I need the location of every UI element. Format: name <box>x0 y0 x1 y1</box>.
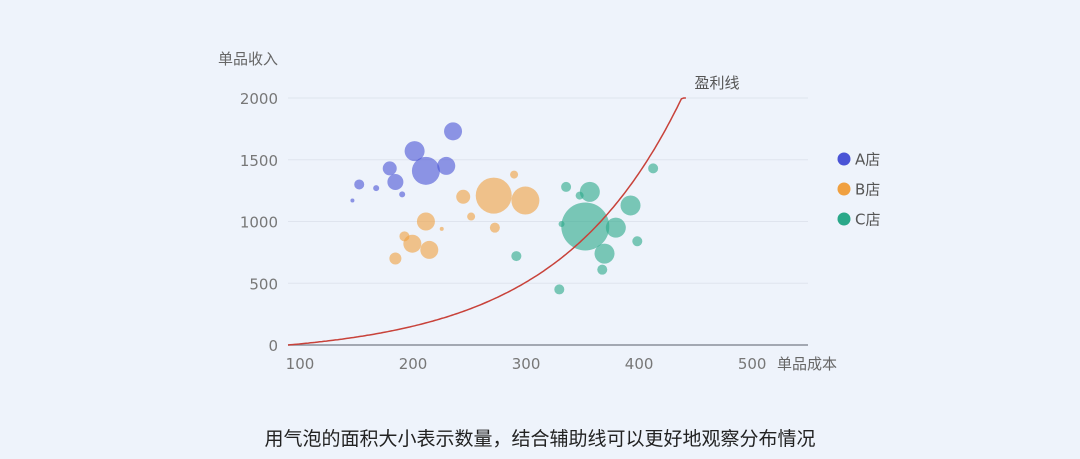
bubble-c <box>554 284 565 295</box>
profit-line-label: 盈利线 <box>694 74 739 92</box>
bubble-b <box>439 226 444 231</box>
x-tick-label: 400 <box>625 355 654 373</box>
x-axis-label: 单品成本 <box>777 355 837 373</box>
legend-label: C店 <box>855 211 880 229</box>
bubble-b <box>456 189 471 204</box>
bubble-b <box>475 177 512 214</box>
x-tick-label: 500 <box>738 355 767 373</box>
y-tick-label: 1500 <box>240 152 278 170</box>
chart-caption: 用气泡的面积大小表示数量，结合辅助线可以更好地观察分布情况 <box>264 428 816 450</box>
bubble-b <box>420 240 439 259</box>
profit-line <box>287 97 686 346</box>
bubble-a <box>444 122 463 141</box>
bubble-c <box>620 195 641 216</box>
bubble-b <box>511 186 540 215</box>
bubble-c <box>511 251 522 262</box>
bubble-a <box>354 179 365 190</box>
bubble-a <box>411 156 440 185</box>
x-tick-label: 300 <box>512 355 541 373</box>
legend-marker <box>837 212 851 226</box>
bubble-a <box>373 185 380 192</box>
x-axis-ticks: 100 200 300 400 500 <box>286 355 767 373</box>
legend: A店 B店 C店 <box>837 151 880 229</box>
y-axis-label: 单品收入 <box>218 50 278 68</box>
bubble-c <box>561 181 572 192</box>
bubble-a <box>387 173 404 190</box>
bubble-c <box>561 202 610 251</box>
bubble-layer <box>350 122 659 295</box>
bubble-b <box>489 222 500 233</box>
bubble-c <box>597 264 608 275</box>
bubble-b <box>467 212 476 221</box>
bubble-c <box>579 181 600 202</box>
bubble-b <box>416 212 435 231</box>
y-tick-label: 0 <box>268 337 278 355</box>
bubble-b <box>403 234 422 253</box>
bubble-a <box>382 161 397 176</box>
bubble-a <box>350 198 355 203</box>
legend-label: A店 <box>855 151 880 169</box>
gridlines <box>288 97 808 284</box>
y-tick-label: 2000 <box>240 90 278 108</box>
legend-marker <box>837 152 851 166</box>
bubble-a <box>437 156 456 175</box>
bubble-b <box>389 252 402 265</box>
legend-label: B店 <box>855 181 880 199</box>
bubble-b <box>510 170 519 179</box>
x-tick-label: 100 <box>286 355 315 373</box>
legend-marker <box>837 182 851 196</box>
y-tick-label: 500 <box>249 275 278 293</box>
bubble-a <box>404 141 425 162</box>
bubble-a <box>399 191 406 198</box>
bubble-c <box>594 243 615 264</box>
bubble-c <box>605 217 626 238</box>
x-tick-label: 200 <box>399 355 428 373</box>
bubble-c <box>632 236 643 247</box>
y-axis-ticks: 0 500 1000 1500 2000 <box>240 90 278 355</box>
y-tick-label: 1000 <box>240 214 278 232</box>
bubble-c <box>648 163 659 174</box>
